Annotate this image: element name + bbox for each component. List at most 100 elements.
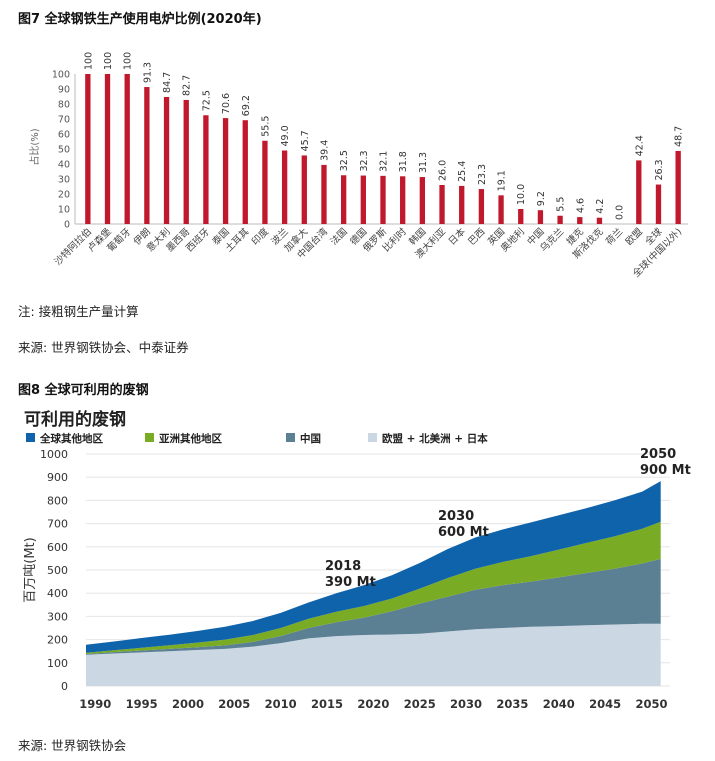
bar — [124, 74, 130, 224]
area-x-tick-label: 2005 — [218, 697, 250, 711]
bar-value-label: 100.0 — [103, 52, 114, 70]
bar — [163, 96, 170, 224]
bar-value-label: 5.5 — [556, 197, 567, 212]
bar-value-label: 23.3 — [477, 164, 488, 185]
bar — [281, 150, 288, 224]
annotation-year: 2018 — [325, 559, 361, 574]
bar-category-label: 法国 — [328, 226, 350, 248]
bar-value-label: 0.0 — [615, 205, 626, 220]
bar-y-tick-label: 40 — [58, 160, 70, 171]
bar-value-label: 19.1 — [497, 170, 508, 191]
bar — [301, 155, 307, 224]
legend-swatch — [145, 433, 154, 442]
bar-value-label: 32.1 — [379, 151, 390, 172]
area-y-tick-label: 0 — [61, 680, 68, 693]
bar — [478, 189, 485, 224]
bar-value-label: 84.7 — [162, 72, 173, 93]
bar-category-label: 欧盟 — [623, 225, 645, 247]
bar-value-label: 10.0 — [516, 184, 527, 205]
legend-label: 全球其他地区 — [39, 432, 103, 445]
area-x-tick-label: 2045 — [589, 697, 621, 711]
bar-value-label: 32.5 — [339, 150, 350, 171]
bar — [144, 87, 150, 224]
bar — [557, 215, 563, 224]
bar — [85, 74, 91, 224]
bar — [577, 217, 583, 224]
legend-swatch — [368, 433, 377, 442]
legend-swatch — [286, 433, 295, 442]
bar-value-label: 31.3 — [418, 152, 429, 173]
bar — [222, 118, 229, 224]
bar — [655, 184, 662, 224]
area-x-tick-label: 1990 — [79, 697, 111, 711]
area-y-tick-label: 100 — [47, 657, 68, 670]
area-x-tick-label: 2040 — [543, 697, 575, 711]
bar — [518, 209, 524, 224]
bar-value-label: 69.2 — [241, 95, 252, 116]
legend-label: 亚洲其他地区 — [159, 432, 222, 445]
area-x-tick-label: 2000 — [172, 697, 204, 711]
area-y-tick-label: 200 — [47, 634, 68, 647]
bar — [596, 217, 603, 224]
bar-category-label: 印度 — [249, 225, 271, 247]
bar-value-label: 4.6 — [575, 198, 586, 213]
bar-category-label: 巴西 — [466, 226, 487, 247]
bar-value-label: 4.2 — [595, 199, 606, 214]
bar — [459, 185, 465, 224]
annotation-value: 600 Mt — [438, 525, 489, 540]
area-y-tick-label: 400 — [47, 587, 68, 600]
area-series — [86, 558, 661, 655]
area-chart-title: 可利用的废钢 — [24, 409, 126, 430]
bar — [498, 195, 504, 224]
bar-value-label: 91.3 — [142, 62, 153, 83]
area-x-tick-label: 2025 — [404, 697, 436, 711]
bar-y-tick-label: 10 — [58, 205, 70, 216]
bar-value-label: 26.0 — [438, 160, 449, 181]
area-y-tick-label: 300 — [47, 610, 68, 623]
area-x-tick-label: 2020 — [357, 697, 389, 711]
area-y-tick-label: 800 — [47, 494, 68, 507]
bar-value-label: 31.8 — [398, 151, 409, 172]
bar-value-label: 70.6 — [221, 93, 232, 114]
bar-value-label: 25.4 — [457, 161, 468, 182]
bar-value-label: 55.5 — [260, 116, 271, 137]
bar — [262, 140, 268, 224]
bar — [104, 74, 111, 224]
bar-value-label: 48.7 — [674, 126, 685, 147]
area-chart-legend: 全球其他地区 亚洲其他地区 中国 欧盟 + 北美洲 + 日本 — [26, 432, 488, 445]
bar-y-tick-label: 80 — [58, 100, 70, 111]
bar — [183, 99, 189, 224]
area-y-tick-label: 700 — [47, 518, 68, 531]
bar-value-label: 100.0 — [123, 52, 134, 70]
area-y-tick-label: 600 — [47, 541, 68, 554]
area-chart-available-scrap: 可利用的废钢 全球其他地区 亚洲其他地区 中国 欧盟 + 北美洲 + 日本 百万吨(M… — [23, 409, 691, 711]
legend-swatch — [26, 433, 35, 442]
bar-value-label: 39.4 — [319, 140, 330, 161]
bar-y-tick-label: 100 — [52, 70, 70, 81]
bar — [400, 176, 406, 224]
bar — [636, 160, 642, 224]
bar — [380, 175, 386, 224]
bar — [321, 164, 327, 224]
legend-label: 中国 — [300, 432, 321, 445]
bar-value-label: 32.3 — [359, 150, 370, 171]
bar-value-label: 72.5 — [201, 90, 212, 111]
bar — [203, 115, 209, 224]
bar — [340, 175, 347, 224]
bar — [360, 175, 366, 224]
bar-y-tick-label: 60 — [58, 130, 70, 141]
area-x-tick-label: 2010 — [265, 697, 297, 711]
area-series — [86, 623, 661, 686]
bar-value-label: 100.0 — [83, 52, 94, 70]
bar-value-label: 42.4 — [634, 135, 645, 156]
bar-value-label: 9.2 — [536, 191, 547, 206]
legend-label: 欧盟 + 北美洲 + 日本 — [382, 432, 488, 445]
figure7-title: 图7 全球钢铁生产使用电炉比例(2020年) — [18, 12, 262, 27]
figure7-note: 注: 接粗钢生产量计算 — [18, 304, 139, 319]
annotation-value: 900 Mt — [640, 463, 691, 478]
bar-y-tick-label: 0 — [64, 220, 70, 231]
area-x-tick-label: 1995 — [126, 697, 158, 711]
bar-category-label: 荷兰 — [603, 226, 625, 248]
bar-y-tick-label: 20 — [58, 190, 70, 201]
